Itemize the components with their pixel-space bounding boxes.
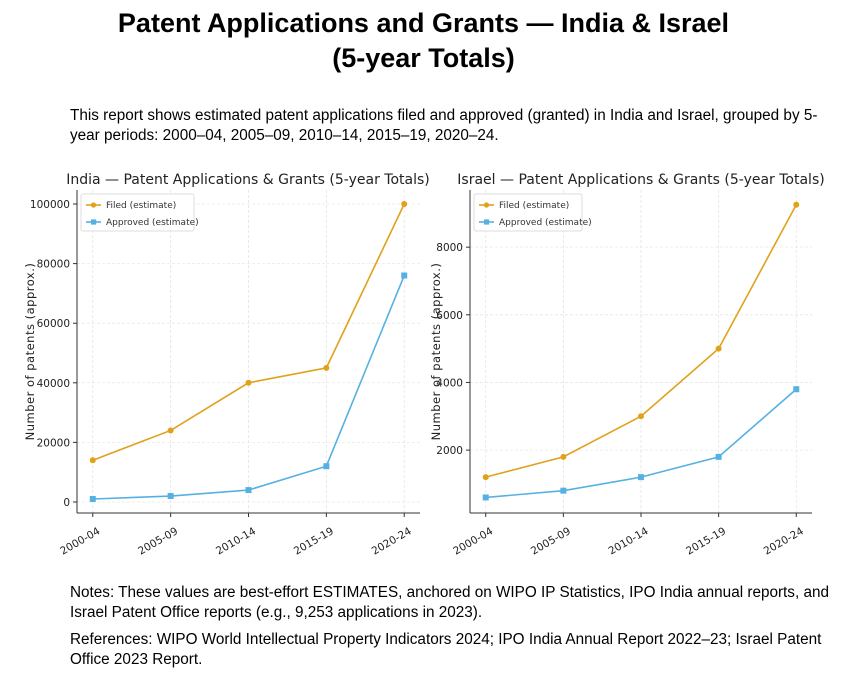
x-tick-label: 2015-19 <box>684 525 728 557</box>
filed-point <box>715 345 722 352</box>
legend-square-marker <box>484 219 490 225</box>
y-tick-label: 100000 <box>30 199 70 211</box>
y-tick-label: 80000 <box>37 259 70 271</box>
legend-square-marker <box>91 219 97 225</box>
x-tick-label: 2010-14 <box>607 525 651 557</box>
legend-label: Filed (estimate) <box>106 201 176 211</box>
x-tick-label: 2010-14 <box>214 525 258 557</box>
approved-point <box>245 487 252 494</box>
approved-point <box>482 494 489 501</box>
chart-title: India — Patent Applications & Grants (5-… <box>66 172 430 188</box>
approved-point <box>638 474 644 481</box>
india-chart: 0 20000 40000 60000 80000 100000 2000-04 2005-0… <box>23 172 430 558</box>
approved-point <box>323 463 330 470</box>
filed-point <box>793 201 800 208</box>
title-line-1: Patent Applications and Grants — India &… <box>117 8 730 38</box>
x-tick-label: 2015-19 <box>292 525 336 557</box>
approved-point <box>89 495 96 502</box>
filed-point <box>560 453 567 460</box>
filed-point <box>167 427 174 434</box>
filed-point <box>401 201 408 208</box>
y-tick-label: 40000 <box>37 378 70 390</box>
legend-label: Filed (estimate) <box>499 201 569 211</box>
filed-point <box>482 474 489 481</box>
legend-label: Approved (estimate) <box>499 218 592 228</box>
legend: Filed (estimate) Approved (estimate) <box>473 193 592 232</box>
legend-box <box>80 193 195 232</box>
approved-point <box>401 272 408 279</box>
filed-point <box>245 379 252 386</box>
y-tick-label: 6000 <box>436 310 463 322</box>
x-tick-label: 2000-04 <box>58 525 102 557</box>
title-line-2: (5-year Totals) <box>332 43 515 73</box>
chart-title: Israel — Patent Applications & Grants (5… <box>457 172 824 188</box>
x-tick-label: 2000-04 <box>451 525 495 557</box>
report-notes: Notes: These values are best-effort ESTI… <box>70 584 829 621</box>
y-axis-label: Number of patents (approx.) <box>23 263 37 441</box>
x-tick-label: 2005-09 <box>529 525 573 557</box>
filed-point <box>323 364 330 371</box>
legend-box <box>473 193 583 232</box>
report-description: This report shows estimated patent appli… <box>70 107 818 144</box>
filed-point <box>89 457 96 464</box>
report-title: Patent Applications and Grants — India &… <box>0 6 847 76</box>
approved-point <box>793 386 800 393</box>
legend-circle-marker <box>90 202 97 208</box>
x-tick-label: 2020-24 <box>762 525 806 557</box>
approved-point <box>167 493 174 500</box>
approved-point <box>715 453 722 460</box>
x-tick-label: 2020-24 <box>370 525 414 557</box>
legend-label: Approved (estimate) <box>106 218 199 228</box>
legend: Filed (estimate) Approved (estimate) <box>80 193 199 232</box>
y-tick-label: 60000 <box>37 318 70 330</box>
israel-chart: 2000 4000 6000 8000 2000-04 2005-09 2010-14 201… <box>429 172 825 558</box>
y-tick-label: 4000 <box>436 377 463 389</box>
y-tick-label: 0 <box>63 497 70 509</box>
legend-circle-marker <box>483 202 490 208</box>
y-tick-label: 20000 <box>37 437 70 449</box>
approved-point <box>560 487 567 494</box>
y-tick-label: 8000 <box>436 242 463 254</box>
x-tick-label: 2005-09 <box>136 525 180 557</box>
y-tick-label: 2000 <box>436 445 463 457</box>
y-axis-label: Number of patents (approx.) <box>429 263 443 441</box>
filed-point <box>638 413 644 420</box>
report-references: References: WIPO World Intellectual Prop… <box>70 631 822 668</box>
